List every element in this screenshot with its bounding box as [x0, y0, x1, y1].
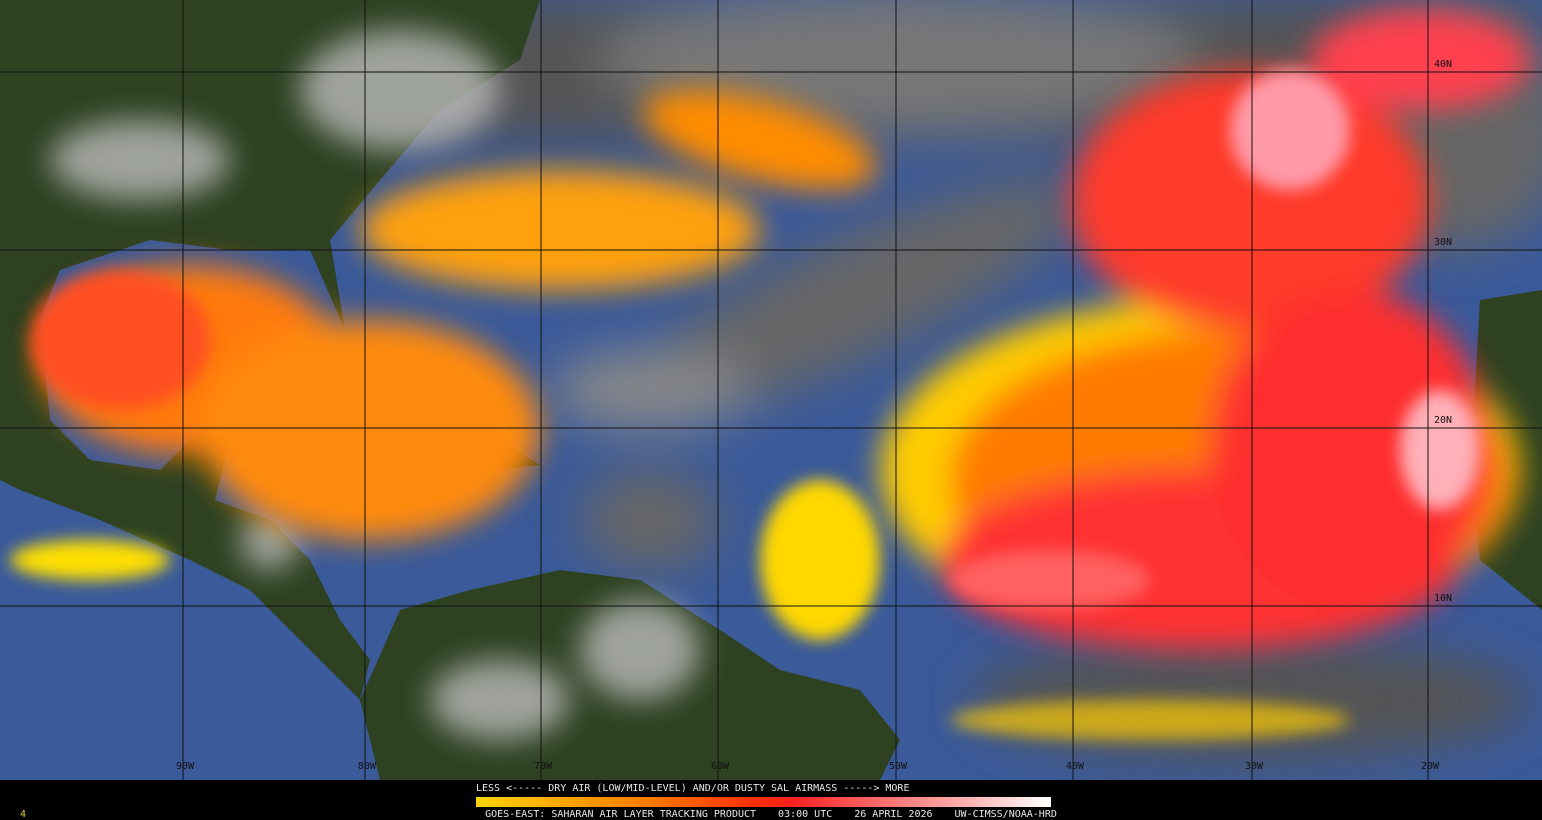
corner-mark: 4	[20, 809, 27, 820]
lon-label: 30W	[1245, 761, 1264, 772]
lon-label: 40W	[1066, 761, 1085, 772]
lat-label: 30N	[1434, 237, 1453, 248]
footer-product: GOES-EAST: SAHARAN AIR LAYER TRACKING PR…	[485, 809, 757, 820]
lat-label: 40N	[1434, 59, 1453, 70]
lon-label: 50W	[889, 761, 908, 772]
footer-date: 26 APRIL 2026	[854, 809, 933, 820]
lon-label: 90W	[176, 761, 195, 772]
cloud-cover	[0, 0, 1542, 760]
legend-title: LESS <----- DRY AIR (LOW/MID-LEVEL) AND/…	[476, 783, 910, 794]
lon-label: 70W	[534, 761, 553, 772]
lon-label: 60W	[711, 761, 730, 772]
satellite-map	[0, 0, 1542, 780]
footer-row: GOES-EAST: SAHARAN AIR LAYER TRACKING PR…	[0, 809, 1542, 820]
lat-label: 10N	[1434, 593, 1453, 604]
legend-panel: LESS <----- DRY AIR (LOW/MID-LEVEL) AND/…	[0, 780, 1542, 820]
footer-time: 03:00 UTC	[778, 809, 833, 820]
lon-label: 80W	[358, 761, 377, 772]
sal-airmass	[10, 10, 1530, 740]
land-clouds	[50, 30, 700, 740]
footer-credit: UW-CIMSS/NOAA-HRD	[954, 809, 1057, 820]
lat-lon-grid	[0, 0, 1542, 780]
lat-label: 20N	[1434, 415, 1453, 426]
colorbar	[476, 797, 1051, 807]
lon-label: 20W	[1421, 761, 1440, 772]
